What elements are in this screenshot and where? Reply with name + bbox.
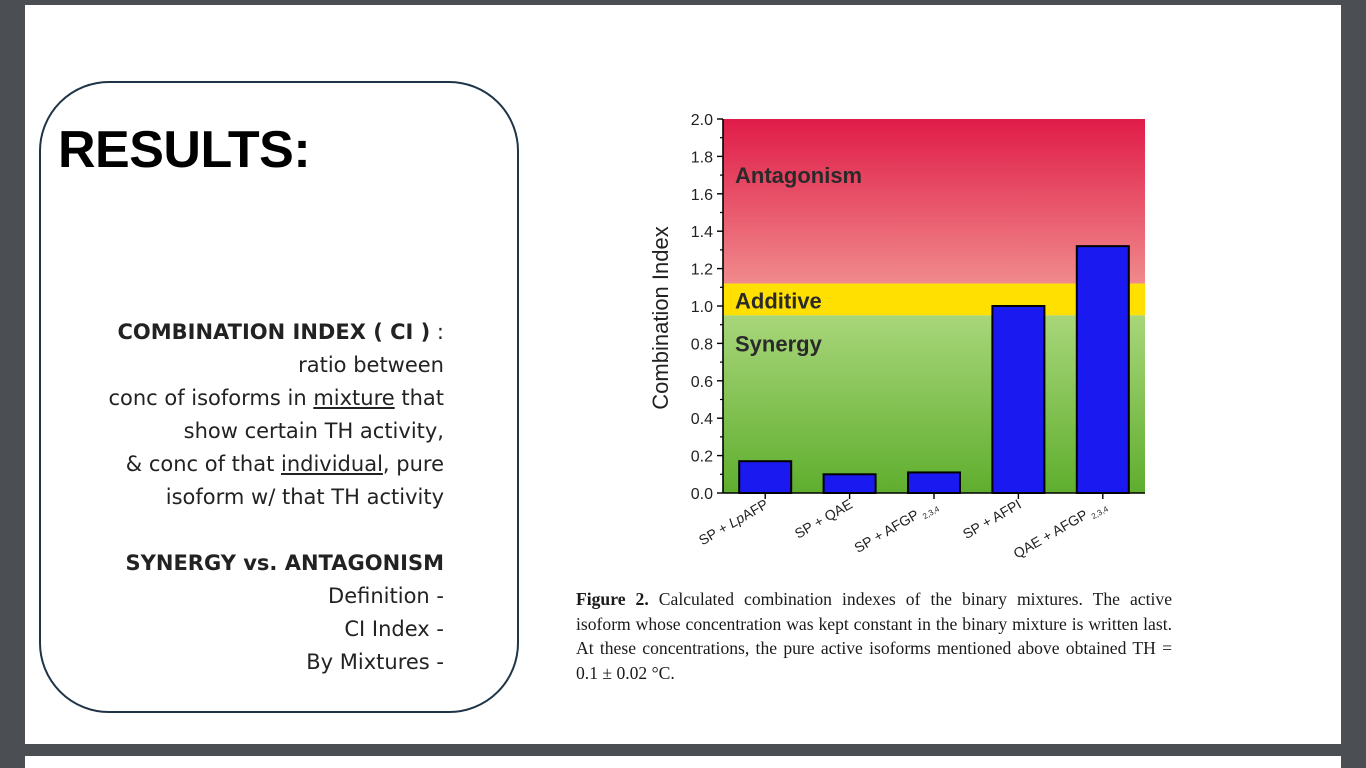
y-tick-label: 0.2 <box>691 449 713 466</box>
y-tick-label: 1.8 <box>691 149 713 166</box>
region-label-additive: Additive <box>735 288 822 313</box>
y-axis-label: Combination Index <box>648 226 673 409</box>
item-definition: Definition - <box>328 584 444 608</box>
region-label-antagonism: Antagonism <box>735 163 862 188</box>
figure-caption: Figure 2. Calculated combination indexes… <box>576 587 1172 685</box>
chart-svg: Antagonism Additive Synergy 0.0 0.2 0.4 0.6 0.… <box>648 112 1145 564</box>
region-antagonism <box>723 119 1145 284</box>
ci-def-line-2-underlined: mixture <box>313 386 395 410</box>
results-box <box>39 81 519 713</box>
ci-def-line-4: & conc of that individual, pure <box>60 448 444 481</box>
next-slide-edge <box>25 756 1341 768</box>
ci-def-line-3: show certain TH activity, <box>183 419 444 443</box>
y-tick-label: 0.0 <box>691 486 713 503</box>
spacer <box>60 514 444 547</box>
caption-text: Calculated combination indexes of the bi… <box>576 589 1172 683</box>
ci-heading-line: COMBINATION INDEX ( CI ) : <box>60 316 444 349</box>
y-tick-label: 0.4 <box>691 411 713 428</box>
syn-heading: SYNERGY vs. ANTAGONISM <box>125 551 444 575</box>
ci-def-line-4-a: & conc of that <box>125 452 281 476</box>
results-body: COMBINATION INDEX ( CI ) : ratio between… <box>60 316 444 679</box>
bar <box>822 473 877 494</box>
ci-def-line-5: isoform w/ that TH activity <box>165 485 444 509</box>
item-ci-index: CI Index - <box>344 617 444 641</box>
y-tick-label: 0.8 <box>691 336 713 353</box>
ci-def-line-2-a: conc of isoforms in <box>108 386 314 410</box>
y-tick-label: 2.0 <box>691 112 713 129</box>
region-synergy <box>723 315 1145 493</box>
x-tick-label: SP + AFPI <box>960 496 1024 542</box>
y-tick-label: 1.0 <box>691 299 713 316</box>
caption-label: Figure 2. <box>576 589 649 609</box>
combination-index-chart: Antagonism Additive Synergy 0.0 0.2 0.4 0.6 0.… <box>615 100 1175 580</box>
slide-title: RESULTS: <box>58 121 311 179</box>
y-tick-label: 1.2 <box>691 262 713 279</box>
x-tick-label: QAE + AFGP2,3,4 <box>1011 495 1111 564</box>
ci-def-line-1: ratio between <box>298 353 444 377</box>
y-tick-label: 0.6 <box>691 374 713 391</box>
bar <box>738 460 793 494</box>
item-mixtures: By Mixtures - <box>306 650 444 674</box>
x-tick-label: SP + AFGP2,3,4 <box>851 495 941 558</box>
ci-def-line-4-underlined: individual <box>280 452 383 476</box>
x-tick-label: SP + LpAFP <box>696 496 771 548</box>
ci-heading: COMBINATION INDEX ( CI ) <box>117 320 431 344</box>
region-label-synergy: Synergy <box>735 331 823 356</box>
ci-def-line-2-b: that <box>394 386 444 410</box>
region-additive <box>723 283 1145 316</box>
x-tick-label: SP + QAE <box>792 496 855 542</box>
ci-colon: : <box>430 320 444 344</box>
bar <box>991 305 1046 494</box>
bar <box>1075 245 1130 494</box>
y-tick-label: 1.6 <box>691 187 713 204</box>
ci-def-line-2: conc of isoforms in mixture that <box>60 382 444 415</box>
bar <box>907 471 961 494</box>
ci-def-line-4-b: , pure <box>382 452 444 476</box>
y-tick-label: 1.4 <box>691 224 713 241</box>
